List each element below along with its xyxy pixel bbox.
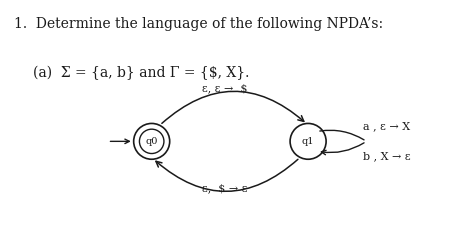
Text: (a)  Σ = {a, b} and Γ = {$, X}.: (a) Σ = {a, b} and Γ = {$, X}. bbox=[33, 66, 249, 80]
FancyArrowPatch shape bbox=[156, 159, 298, 191]
Text: ε,  $ → ε: ε, $ → ε bbox=[202, 184, 248, 194]
Text: q1: q1 bbox=[302, 137, 314, 146]
Circle shape bbox=[134, 123, 170, 159]
Text: q0: q0 bbox=[146, 137, 158, 146]
Circle shape bbox=[290, 123, 326, 159]
Text: ε, ε →  $: ε, ε → $ bbox=[202, 84, 248, 94]
Text: 1.  Determine the language of the following NPDA’s:: 1. Determine the language of the followi… bbox=[14, 17, 383, 31]
Text: a , ε → X: a , ε → X bbox=[363, 121, 410, 131]
FancyArrowPatch shape bbox=[162, 91, 304, 123]
Text: b , X → ε: b , X → ε bbox=[363, 151, 410, 161]
